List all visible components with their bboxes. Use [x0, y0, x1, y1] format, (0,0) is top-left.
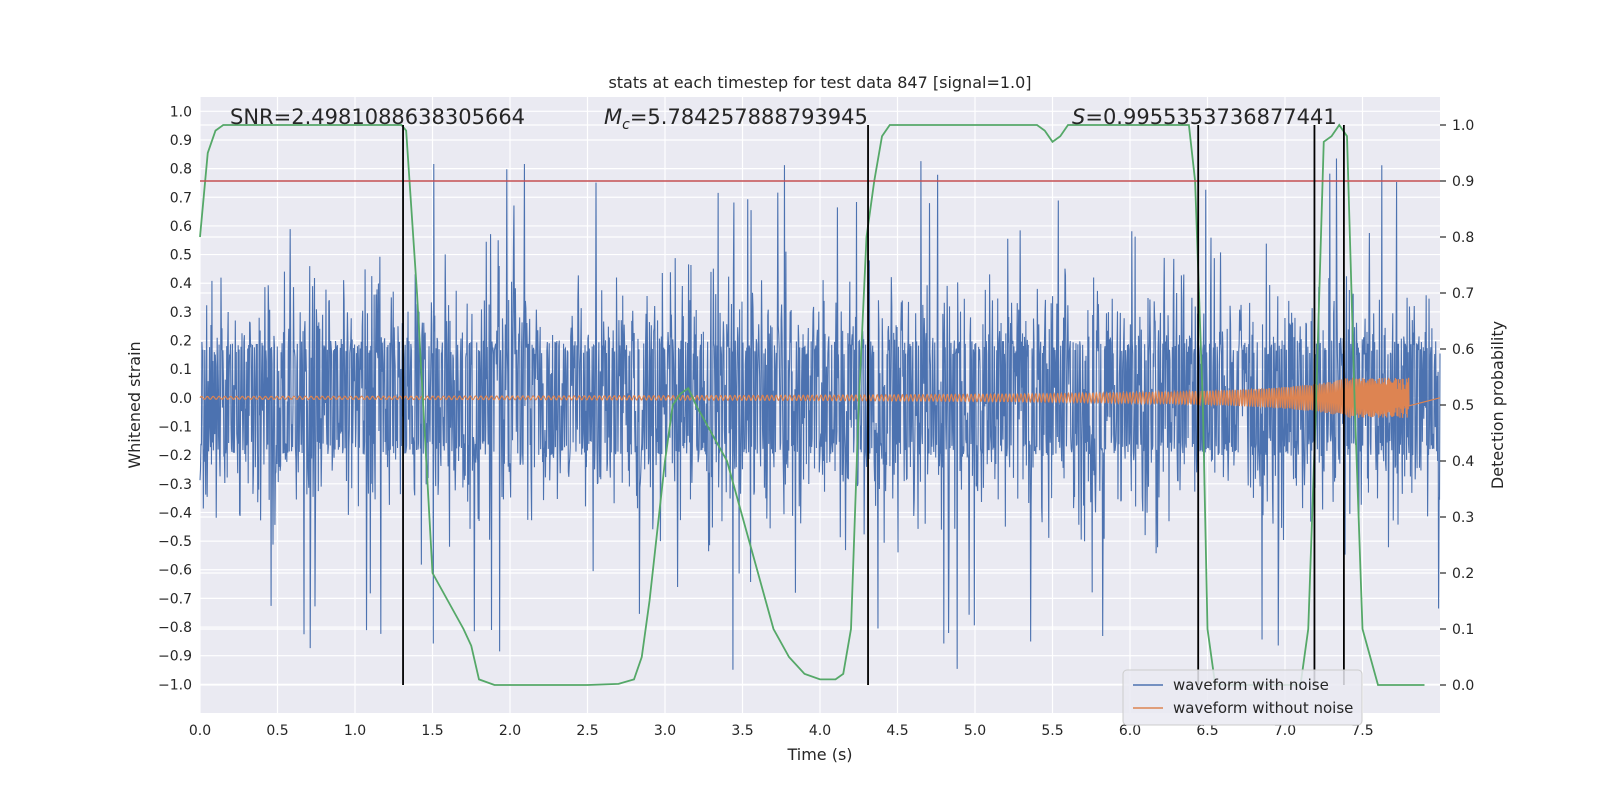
y-right-tick-label-7: 0.7 [1452, 286, 1474, 302]
x-tick-label-9: 4.5 [886, 723, 908, 739]
y-right-tick-label-6: 0.6 [1452, 342, 1474, 358]
y-right-tick-label-1: 0.1 [1452, 622, 1474, 638]
y-tick-label-1: −0.9 [158, 649, 192, 665]
annotation-snr: SNR=2.4981088638305664 [230, 105, 525, 129]
y-tick-label-3: −0.7 [158, 591, 192, 607]
y-right-tick-label-5: 0.5 [1452, 398, 1474, 414]
chirp-line [199, 377, 1441, 418]
x-axis-label: Time (s) [786, 745, 852, 764]
y-tick-label-15: 0.5 [170, 248, 192, 264]
y-tick-label-11: 0.1 [170, 362, 192, 378]
y-axis-right-label: Detection probability [1488, 321, 1507, 489]
chart-title: stats at each timestep for test data 847… [608, 73, 1031, 92]
x-tick-label-12: 6.0 [1119, 723, 1141, 739]
x-axis-ticks: 0.0 0.5 1.0 1.5 2.0 2.5 3.0 3.5 4.0 4.5 5.0 5.5 6.0 6… [189, 723, 1374, 739]
legend-label-with-noise: waveform with noise [1173, 676, 1329, 694]
y-axis-label: Whitened strain [125, 341, 144, 468]
x-tick-label-13: 6.5 [1196, 723, 1218, 739]
annotation-s-symbol: S [1072, 105, 1085, 129]
x-tick-label-3: 1.5 [421, 723, 443, 739]
annotation-chirp-mass: Mc=5.784257888793945 [604, 105, 868, 133]
y-tick-label-7: −0.3 [158, 477, 192, 493]
y-tick-label-14: 0.4 [170, 276, 192, 292]
x-tick-label-7: 3.5 [731, 723, 753, 739]
y-tick-label-5: −0.5 [158, 534, 192, 550]
x-tick-label-1: 0.5 [266, 723, 288, 739]
y-tick-label-8: −0.2 [158, 448, 192, 464]
x-tick-label-4: 2.0 [499, 723, 521, 739]
x-tick-label-5: 2.5 [576, 723, 598, 739]
annotation-s: S=0.9955353736877441 [1072, 105, 1337, 129]
y-right-tick-label-9: 0.9 [1452, 174, 1474, 190]
y-tick-label-2: −0.8 [158, 620, 192, 636]
y-tick-label-6: −0.4 [158, 505, 192, 521]
y-tick-label-0: −1.0 [158, 677, 192, 693]
x-tick-label-0: 0.0 [189, 723, 211, 739]
annotations: SNR=2.4981088638305664 Mc=5.784257888793… [230, 105, 1337, 133]
legend: waveform with noise waveform without noi… [1122, 669, 1363, 726]
legend-box [1122, 669, 1363, 726]
annotation-chirp-mass-subscript: c [622, 117, 630, 133]
y-tick-label-13: 0.3 [170, 305, 192, 321]
y-tick-label-4: −0.6 [158, 563, 192, 579]
y-tick-label-18: 0.8 [170, 162, 192, 178]
annotation-s-value: =0.9955353736877441 [1085, 105, 1336, 129]
noise-line [199, 158, 1441, 670]
y-tick-label-9: −0.1 [158, 419, 192, 435]
y-right-tick-label-8: 0.8 [1452, 230, 1474, 246]
x-tick-label-14: 7.0 [1274, 723, 1296, 739]
x-tick-label-15: 7.5 [1351, 723, 1373, 739]
y-tick-label-19: 0.9 [170, 133, 192, 149]
y-axis-left-ticks: −1.0 −0.9 −0.8 −0.7 −0.6 −0.5 −0.4 −0.3 −0.2 −0.1… [158, 104, 192, 693]
y-tick-label-16: 0.6 [170, 219, 192, 235]
y-right-tick-label-4: 0.4 [1452, 454, 1474, 470]
y-right-tick-label-10: 1.0 [1452, 118, 1474, 134]
series-waveform-without-noise [199, 377, 1441, 418]
x-tick-label-2: 1.0 [344, 723, 366, 739]
x-tick-label-8: 4.0 [809, 723, 831, 739]
series-waveform-with-noise [199, 158, 1441, 670]
detection-vlines [402, 125, 1345, 685]
annotation-chirp-mass-symbol: M [604, 105, 622, 129]
annotation-chirp-mass-value: =5.784257888793945 [630, 105, 868, 129]
y-tick-label-12: 0.2 [170, 334, 192, 350]
y-tick-label-20: 1.0 [170, 104, 192, 120]
legend-label-without-noise: waveform without noise [1173, 699, 1353, 717]
y-axis-right-ticks: 0.0 0.1 0.2 0.3 0.4 0.5 0.6 0.7 0.8 0.9 1.0 [1440, 118, 1474, 694]
y-tick-label-17: 0.7 [170, 190, 192, 206]
x-tick-label-11: 5.5 [1041, 723, 1063, 739]
y-right-tick-label-2: 0.2 [1452, 566, 1474, 582]
x-tick-label-10: 5.0 [964, 723, 986, 739]
y-tick-label-10: 0.0 [170, 391, 192, 407]
x-tick-label-6: 3.0 [654, 723, 676, 739]
y-right-tick-label-3: 0.3 [1452, 510, 1474, 526]
y-right-tick-label-0: 0.0 [1452, 678, 1474, 694]
